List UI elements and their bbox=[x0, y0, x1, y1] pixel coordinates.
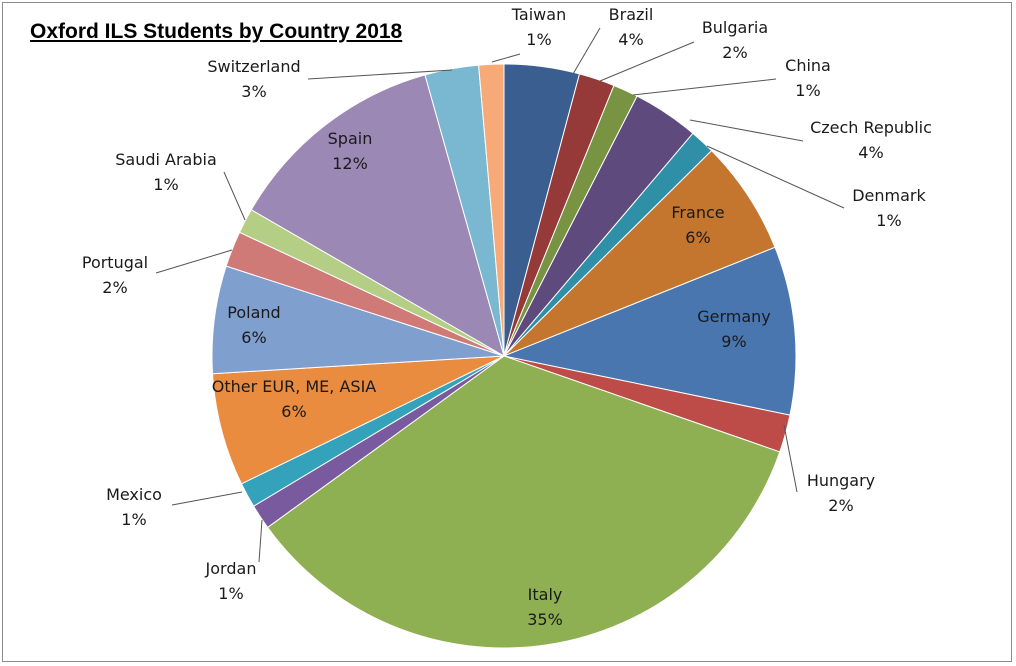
leader-line-czech-republic bbox=[689, 119, 804, 142]
slice-spain bbox=[250, 74, 505, 358]
leader-line-taiwan bbox=[491, 53, 521, 63]
label-percent-poland: 6% bbox=[241, 328, 266, 347]
label-percent-portugal: 2% bbox=[102, 278, 127, 297]
label-name-portugal: Portugal bbox=[82, 253, 148, 272]
leader-line-saudi-arabia bbox=[223, 171, 246, 221]
leader-line-mexico bbox=[171, 491, 243, 506]
label-percent-switzerland: 3% bbox=[241, 82, 266, 101]
pie-slices bbox=[211, 63, 797, 649]
label-name-italy: Italy bbox=[528, 585, 563, 604]
data-labels: Brazil 4% Bulgaria 2% China 1% Czech Republic 4… bbox=[82, 5, 932, 629]
label-name-france: France bbox=[671, 203, 724, 222]
label-percent-italy: 35% bbox=[527, 610, 563, 629]
label-percent-brazil: 4% bbox=[618, 30, 643, 49]
label-name-hungary: Hungary bbox=[807, 471, 875, 490]
label-name-denmark: Denmark bbox=[852, 186, 926, 205]
label-percent-bulgaria: 2% bbox=[722, 43, 747, 62]
label-name-spain: Spain bbox=[328, 129, 373, 148]
leader-line-china bbox=[632, 78, 777, 96]
leader-line-portugal bbox=[155, 249, 233, 274]
label-percent-other-eur-me-asia: 6% bbox=[281, 402, 306, 421]
label-name-bulgaria: Bulgaria bbox=[702, 18, 768, 37]
label-percent-france: 6% bbox=[685, 228, 710, 247]
label-name-other-eur-me-asia: Other EUR, ME, ASIA bbox=[212, 377, 377, 396]
label-percent-jordan: 1% bbox=[218, 584, 243, 603]
slice-germany bbox=[502, 246, 797, 416]
label-percent-mexico: 1% bbox=[121, 510, 146, 529]
slice-other-eur-me-asia bbox=[212, 355, 505, 485]
label-name-czech-republic: Czech Republic bbox=[810, 118, 932, 137]
label-name-china: China bbox=[785, 56, 831, 75]
label-percent-china: 1% bbox=[795, 81, 820, 100]
label-name-switzerland: Switzerland bbox=[207, 57, 300, 76]
label-percent-czech-republic: 4% bbox=[858, 143, 883, 162]
label-name-saudi-arabia: Saudi Arabia bbox=[115, 150, 217, 169]
leader-line-hungary bbox=[783, 424, 798, 493]
leader-line-bulgaria bbox=[599, 41, 695, 82]
label-percent-hungary: 2% bbox=[828, 496, 853, 515]
label-name-germany: Germany bbox=[697, 307, 771, 326]
label-name-taiwan: Taiwan bbox=[511, 5, 566, 24]
slice-italy bbox=[266, 355, 781, 649]
chart-title: Oxford ILS Students by Country 2018 bbox=[30, 20, 403, 43]
leader-line-brazil bbox=[572, 27, 601, 75]
label-name-brazil: Brazil bbox=[609, 5, 654, 24]
label-percent-spain: 12% bbox=[332, 154, 368, 173]
label-name-poland: Poland bbox=[227, 303, 280, 322]
label-percent-denmark: 1% bbox=[876, 211, 901, 230]
label-name-mexico: Mexico bbox=[106, 485, 162, 504]
slice-france bbox=[503, 149, 776, 357]
slice-taiwan bbox=[478, 63, 505, 357]
leader-line-jordan bbox=[258, 519, 263, 563]
label-name-jordan: Jordan bbox=[205, 559, 257, 578]
label-percent-saudi-arabia: 1% bbox=[153, 175, 178, 194]
label-percent-germany: 9% bbox=[721, 332, 746, 351]
leader-line-denmark bbox=[706, 145, 845, 209]
label-percent-taiwan: 1% bbox=[526, 30, 551, 49]
leader-line-switzerland bbox=[307, 69, 453, 80]
